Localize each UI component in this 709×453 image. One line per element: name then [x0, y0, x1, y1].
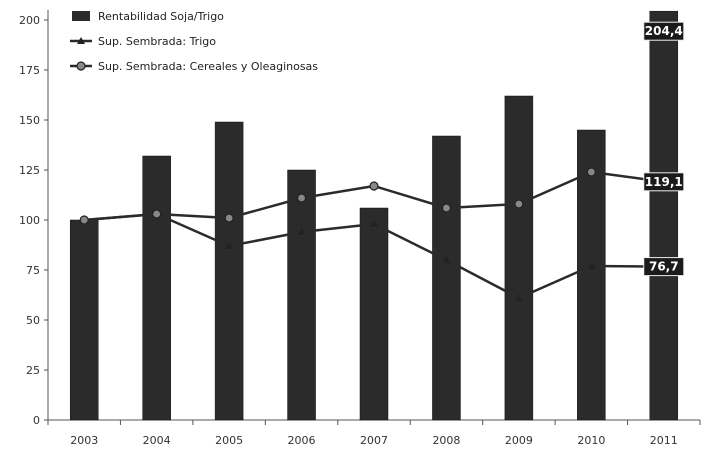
- data-label-box: [643, 257, 685, 277]
- legend-item: Sup. Sembrada: Cereales y Oleaginosas: [70, 60, 318, 73]
- bar-2004: [142, 155, 171, 421]
- axes: 0 25 50 75 100 125 150 175 200 2003 2004 2005 2006 20…: [19, 10, 701, 447]
- point-circle: [369, 181, 379, 191]
- point-triangle: [514, 294, 523, 301]
- x-tick-label: 2005: [215, 434, 243, 447]
- data-label-box: [643, 21, 685, 41]
- point-circle: [586, 167, 596, 177]
- point-triangle: [442, 256, 451, 263]
- point-triangle: [297, 228, 306, 235]
- legend-label: Sup. Sembrada: Cereales y Oleaginosas: [98, 60, 318, 73]
- y-tick-label: 175: [19, 64, 40, 77]
- x-tick-label: 2011: [650, 434, 678, 447]
- x-tick-label: 2010: [577, 434, 605, 447]
- y-tick-label: 25: [26, 364, 40, 377]
- data-label: 119,1: [643, 172, 685, 192]
- y-tick-label: 75: [26, 264, 40, 277]
- x-tick-label: 2008: [432, 434, 460, 447]
- y-tick-label: 50: [26, 314, 40, 327]
- bar-2008: [432, 135, 461, 421]
- bar-2011: [649, 10, 679, 421]
- bar-2007: [359, 207, 389, 421]
- x-tick-label: 2007: [360, 434, 388, 447]
- data-label-box: [643, 172, 685, 192]
- data-label-text: 76,7: [649, 260, 679, 274]
- point-circle: [296, 193, 307, 203]
- point-circle: [514, 199, 524, 209]
- line-series: [79, 167, 669, 301]
- legend-marker-circle: [76, 61, 86, 71]
- point-circle: [79, 215, 89, 225]
- data-label-text: 119,1: [645, 175, 683, 189]
- point-triangle: [225, 242, 234, 249]
- bar-2010: [577, 129, 606, 421]
- y-tick-label: 125: [19, 164, 40, 177]
- legend-marker-triangle: [77, 37, 85, 44]
- x-tick-label: 2006: [288, 434, 316, 447]
- legend-item: Sup. Sembrada: Trigo: [70, 35, 216, 48]
- bar-2006: [287, 169, 316, 421]
- legend: Rentabilidad Soja/Trigo Sup. Sembrada: Tr…: [70, 10, 318, 73]
- bar-2005: [214, 121, 244, 421]
- x-tick-label: 2004: [143, 434, 171, 447]
- data-label-text: 204,4: [645, 24, 683, 38]
- point-circle: [441, 203, 452, 213]
- legend-label: Sup. Sembrada: Trigo: [98, 35, 216, 48]
- y-tick-label: 0: [33, 414, 40, 427]
- y-tick-label: 150: [19, 114, 40, 127]
- y-tick-label: 200: [19, 14, 40, 27]
- point-circle: [224, 213, 234, 223]
- bar-series: [69, 10, 679, 421]
- x-tick-label: 2003: [70, 434, 98, 447]
- point-triangle: [587, 262, 596, 269]
- data-label: 204,4: [643, 21, 685, 41]
- legend-label: Rentabilidad Soja/Trigo: [98, 10, 224, 23]
- y-tick-label: 100: [19, 214, 40, 227]
- bar-2003: [69, 219, 99, 421]
- data-labels: 204,4 119,1 76,7: [643, 21, 685, 277]
- bar-2009: [504, 95, 534, 421]
- legend-swatch-bar: [72, 11, 90, 21]
- point-triangle: [370, 220, 378, 227]
- data-label: 76,7: [643, 257, 685, 277]
- point-circle: [152, 209, 162, 219]
- x-tick-label: 2009: [505, 434, 533, 447]
- legend-item: Rentabilidad Soja/Trigo: [72, 10, 224, 23]
